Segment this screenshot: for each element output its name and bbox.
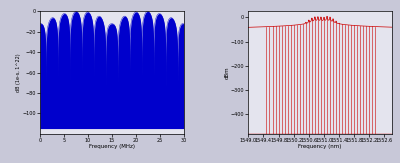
Y-axis label: dBm: dBm	[224, 66, 229, 79]
X-axis label: Frequency (MHz): Frequency (MHz)	[89, 144, 135, 149]
Y-axis label: dB (1e-s, 1^22): dB (1e-s, 1^22)	[16, 53, 21, 92]
X-axis label: Frequency (nm): Frequency (nm)	[298, 144, 342, 149]
